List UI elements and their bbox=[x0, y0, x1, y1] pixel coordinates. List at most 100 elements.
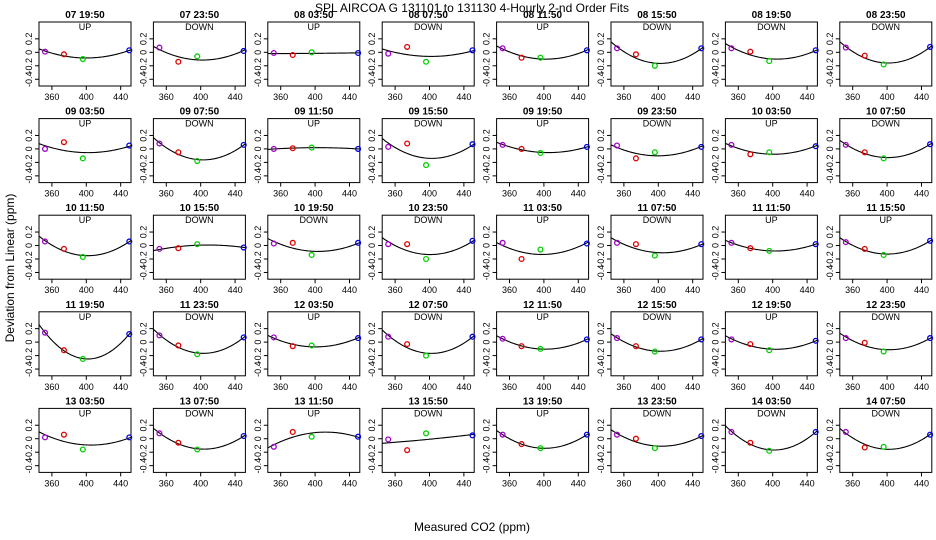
y-tick-label: -0.2 bbox=[482, 155, 492, 171]
data-point bbox=[79, 56, 86, 63]
fit-curve bbox=[839, 41, 933, 64]
x-tick-label: 400 bbox=[651, 382, 666, 392]
y-tick-label: -0.2 bbox=[24, 251, 34, 267]
y-tick-label: -0.4 bbox=[367, 361, 377, 377]
y-tick-label: -0.4 bbox=[825, 72, 835, 88]
data-point bbox=[632, 241, 639, 248]
x-tick-label: 360 bbox=[159, 189, 174, 199]
panel-title: 11 07:50 bbox=[638, 203, 677, 214]
x-tick-label: 400 bbox=[880, 92, 895, 102]
panel-title: 10 23:50 bbox=[408, 203, 448, 214]
data-point bbox=[404, 241, 411, 248]
y-tick-label: -0.4 bbox=[596, 361, 606, 377]
data-point bbox=[270, 443, 277, 450]
panel-direction: UP bbox=[765, 312, 778, 322]
x-tick-label: 400 bbox=[422, 478, 437, 488]
plot-frame bbox=[839, 407, 933, 473]
panel-title: 10 07:50 bbox=[866, 107, 906, 118]
y-tick-label: -0.4 bbox=[24, 168, 34, 184]
data-point bbox=[861, 52, 868, 59]
x-tick-label: 360 bbox=[502, 189, 517, 199]
x-tick-label: 360 bbox=[44, 478, 59, 488]
x-tick-label: 440 bbox=[342, 285, 357, 295]
x-tick-label: 400 bbox=[765, 189, 780, 199]
x-tick-label: 360 bbox=[388, 382, 403, 392]
panel-direction: DOWN bbox=[643, 119, 672, 129]
data-point bbox=[79, 355, 86, 363]
y-tick-label: -0.4 bbox=[24, 458, 34, 474]
y-tick-label: 0 bbox=[253, 436, 263, 441]
x-tick-label: 360 bbox=[44, 92, 59, 102]
x-tick-label: 360 bbox=[388, 478, 403, 488]
y-tick-label: 0.2 bbox=[710, 419, 720, 432]
y-tick-label: -0.4 bbox=[138, 168, 148, 184]
plot-frame bbox=[381, 118, 475, 184]
y-tick-label: -0.4 bbox=[253, 361, 263, 377]
y-tick-label: 0.2 bbox=[138, 322, 148, 335]
x-tick-label: 400 bbox=[765, 285, 780, 295]
y-tick-label: -0.2 bbox=[596, 58, 606, 74]
y-tick-label: 0.2 bbox=[596, 419, 606, 432]
y-tick-label: -0.2 bbox=[825, 155, 835, 171]
data-point bbox=[308, 251, 315, 258]
y-tick-label: 0.2 bbox=[710, 33, 720, 46]
x-tick-label: 360 bbox=[44, 285, 59, 295]
data-point bbox=[698, 143, 705, 150]
data-point bbox=[355, 335, 362, 342]
data-point bbox=[60, 245, 67, 252]
panel-direction: DOWN bbox=[414, 408, 443, 418]
data-point bbox=[927, 43, 934, 50]
x-tick-label: 400 bbox=[79, 189, 94, 199]
data-point bbox=[613, 335, 621, 342]
y-tick-label: -0.4 bbox=[367, 72, 377, 88]
plot-frame bbox=[839, 214, 933, 280]
panel-direction: UP bbox=[536, 408, 549, 418]
data-point bbox=[583, 143, 590, 150]
plot-frame bbox=[38, 214, 132, 280]
x-tick-label: 440 bbox=[571, 189, 586, 199]
y-tick-label: 0.2 bbox=[825, 226, 835, 239]
y-tick-label: -0.2 bbox=[596, 444, 606, 460]
y-tick-label: 0 bbox=[596, 146, 606, 151]
panel-direction: UP bbox=[308, 22, 321, 32]
data-point bbox=[651, 348, 658, 355]
data-point bbox=[747, 48, 754, 55]
plot-frame bbox=[610, 21, 704, 87]
x-tick-label: 360 bbox=[44, 189, 59, 199]
y-tick-label: 0 bbox=[482, 50, 492, 55]
y-tick-label: 0.2 bbox=[138, 226, 148, 239]
data-point bbox=[747, 341, 754, 348]
panel-title: 09 03:50 bbox=[65, 107, 105, 118]
y-tick-label: 0 bbox=[367, 340, 377, 345]
data-point bbox=[728, 428, 735, 436]
plot-frame bbox=[381, 214, 475, 280]
panel-title: 10 03:50 bbox=[752, 107, 792, 118]
data-point bbox=[79, 446, 86, 453]
y-tick-label: -0.4 bbox=[253, 458, 263, 474]
fit-curve bbox=[38, 48, 132, 59]
x-tick-label: 440 bbox=[685, 382, 700, 392]
panel-direction: UP bbox=[536, 312, 549, 322]
y-tick-label: -0.4 bbox=[138, 72, 148, 88]
data-point bbox=[880, 443, 887, 450]
x-tick-label: 440 bbox=[456, 478, 471, 488]
data-point bbox=[423, 255, 430, 263]
y-tick-label: -0.4 bbox=[710, 265, 720, 281]
x-tick-label: 400 bbox=[422, 285, 437, 295]
plot-frame bbox=[152, 407, 246, 473]
panel-title: 11 11:50 bbox=[752, 203, 791, 214]
data-point bbox=[355, 433, 362, 440]
panel-title: 07 23:50 bbox=[180, 10, 220, 21]
x-tick-label: 440 bbox=[914, 189, 929, 199]
y-tick-label: -0.4 bbox=[24, 72, 34, 88]
y-tick-label: -0.4 bbox=[825, 265, 835, 281]
x-tick-label: 360 bbox=[273, 478, 288, 488]
panel-title: 07 19:50 bbox=[65, 10, 105, 21]
data-point bbox=[126, 142, 133, 149]
y-tick-label: -0.4 bbox=[596, 168, 606, 184]
